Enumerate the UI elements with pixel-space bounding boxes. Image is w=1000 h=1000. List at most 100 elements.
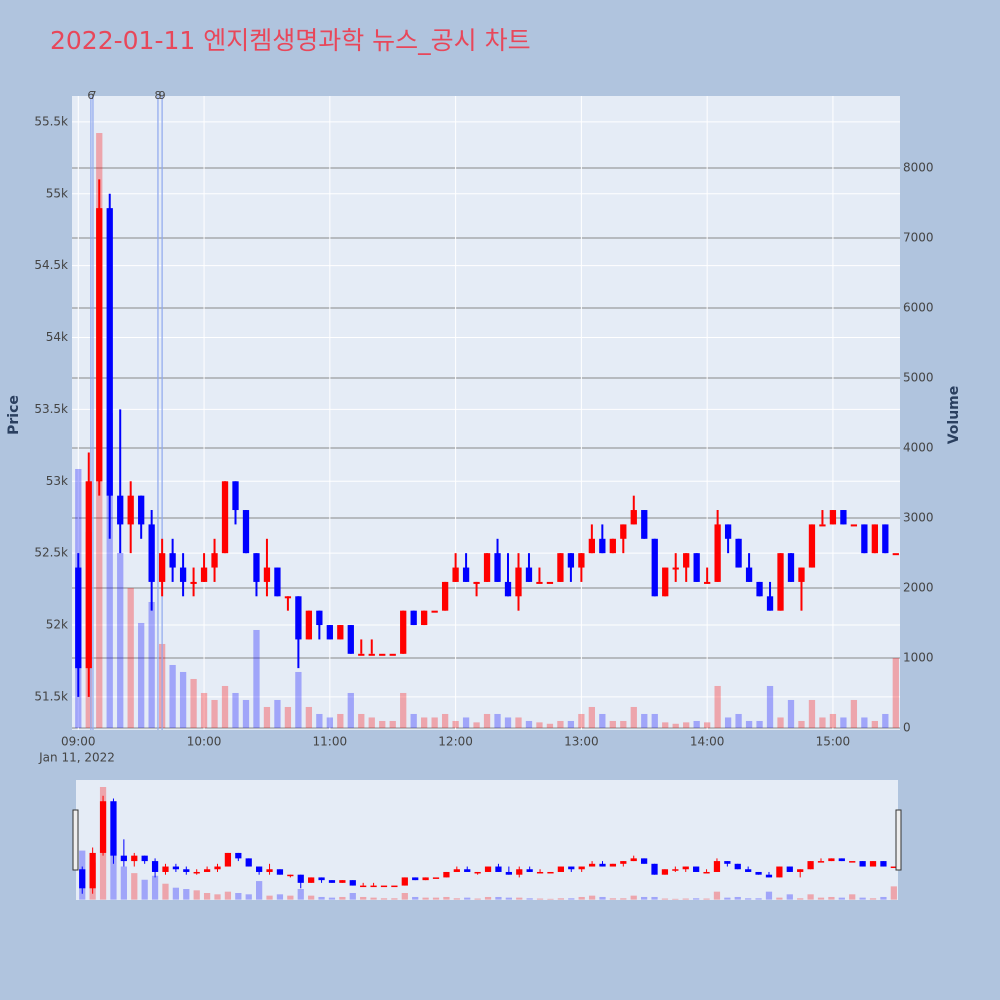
mini-volume-bar: [151, 875, 159, 900]
candle-body: [578, 553, 585, 568]
mini-volume-bar: [557, 898, 564, 900]
candle-body: [714, 524, 721, 582]
mini-candle-body: [412, 877, 419, 881]
candle-body: [421, 610, 428, 626]
candle-body: [473, 581, 480, 584]
candle-body: [295, 596, 302, 640]
candle-body: [389, 653, 396, 656]
candle-body: [546, 581, 554, 584]
volume-bar: [221, 685, 229, 728]
mini-candle-body: [131, 855, 138, 862]
slider-handle[interactable]: [72, 809, 79, 871]
mini-candle-body: [869, 861, 877, 867]
volume-bar: [117, 552, 124, 728]
x-tick-label: 10:00: [187, 735, 222, 749]
mini-candle-body: [370, 885, 377, 888]
mini-volume-bar: [193, 890, 200, 900]
slider-handle[interactable]: [895, 809, 902, 871]
candle-body: [704, 581, 711, 584]
mini-candle-body: [360, 885, 367, 888]
candle-body: [861, 524, 868, 554]
news-marker-label: 9: [159, 89, 166, 102]
volume-bar: [389, 720, 396, 728]
volume-bar: [410, 713, 417, 728]
mini-volume-bar: [880, 896, 887, 900]
candle-body: [347, 625, 354, 654]
mini-candle-body: [203, 869, 211, 872]
candle-body: [379, 653, 386, 656]
mini-candle-body: [224, 852, 232, 867]
candle-body: [284, 596, 292, 599]
volume-bar: [379, 720, 386, 728]
candle-body: [693, 553, 700, 582]
candle-body: [850, 524, 858, 527]
volume-bar: [599, 713, 606, 728]
mini-volume-bar: [370, 897, 377, 900]
volume-bar: [798, 720, 805, 728]
mini-candle-body: [453, 869, 460, 872]
candle-body: [106, 208, 113, 496]
candle-body: [766, 596, 774, 611]
mini-volume-bar: [235, 892, 242, 900]
mini-candle-body: [859, 861, 866, 867]
volume-bar: [850, 699, 858, 728]
mini-candle-body: [380, 885, 388, 888]
volume-bar: [662, 722, 669, 728]
mini-volume-bar: [807, 894, 814, 900]
volume-bar: [704, 722, 711, 728]
volume-bar: [871, 720, 878, 728]
candle-body: [410, 610, 417, 626]
mini-candle-body: [401, 877, 408, 886]
candle-body: [798, 567, 805, 582]
candle-body: [829, 510, 837, 525]
candle-body: [599, 538, 606, 554]
candle-body: [892, 553, 899, 556]
mini-candle-body: [172, 866, 180, 870]
candle-body: [787, 553, 795, 582]
candle-body: [127, 495, 134, 525]
mini-volume-bar: [505, 897, 512, 900]
volume-bar: [756, 720, 763, 728]
mini-candle-body: [391, 885, 398, 888]
y-tick-label: 52k: [46, 618, 68, 632]
candle-body: [96, 208, 103, 482]
volume-bar: [284, 706, 292, 728]
range-slider[interactable]: [76, 780, 898, 900]
candle-body: [462, 567, 470, 582]
mini-candle-body: [474, 871, 481, 874]
mini-volume-bar: [131, 873, 138, 900]
candle-body: [819, 524, 826, 527]
mini-candle-body: [890, 866, 897, 869]
volume-bar: [232, 692, 239, 728]
candle-body: [263, 567, 271, 582]
y-tick-label: 54.5k: [34, 258, 68, 272]
mini-volume-bar: [661, 898, 669, 900]
candle-body: [452, 567, 459, 582]
mini-volume-bar: [412, 896, 419, 900]
news-marker-label: 6: [87, 89, 94, 102]
candle-body: [662, 567, 669, 597]
mini-volume-bar: [287, 895, 294, 900]
volume-bar: [190, 678, 197, 728]
mini-candle-body: [651, 863, 658, 875]
mini-candle-body: [776, 866, 783, 878]
candle-body: [672, 567, 679, 570]
mini-volume-bar: [609, 898, 617, 900]
mini-candle-body: [256, 866, 263, 872]
mini-candle-body: [807, 861, 814, 870]
volume-bar: [787, 699, 795, 728]
candle-body: [138, 495, 145, 525]
mini-volume-bar: [620, 898, 627, 900]
mini-volume-bar: [651, 896, 658, 900]
mini-volume-bar: [859, 897, 866, 900]
x-date-label: Jan 11, 2022: [38, 751, 115, 765]
candle-body: [85, 481, 92, 669]
mini-volume-bar: [630, 895, 637, 900]
y2-tick-label: 4000: [903, 440, 934, 454]
mini-volume-bar: [890, 886, 897, 900]
mini-candle-body: [349, 880, 356, 886]
mini-candle-body: [79, 869, 86, 889]
volume-bar: [766, 685, 774, 728]
mini-candle-body: [724, 861, 731, 864]
